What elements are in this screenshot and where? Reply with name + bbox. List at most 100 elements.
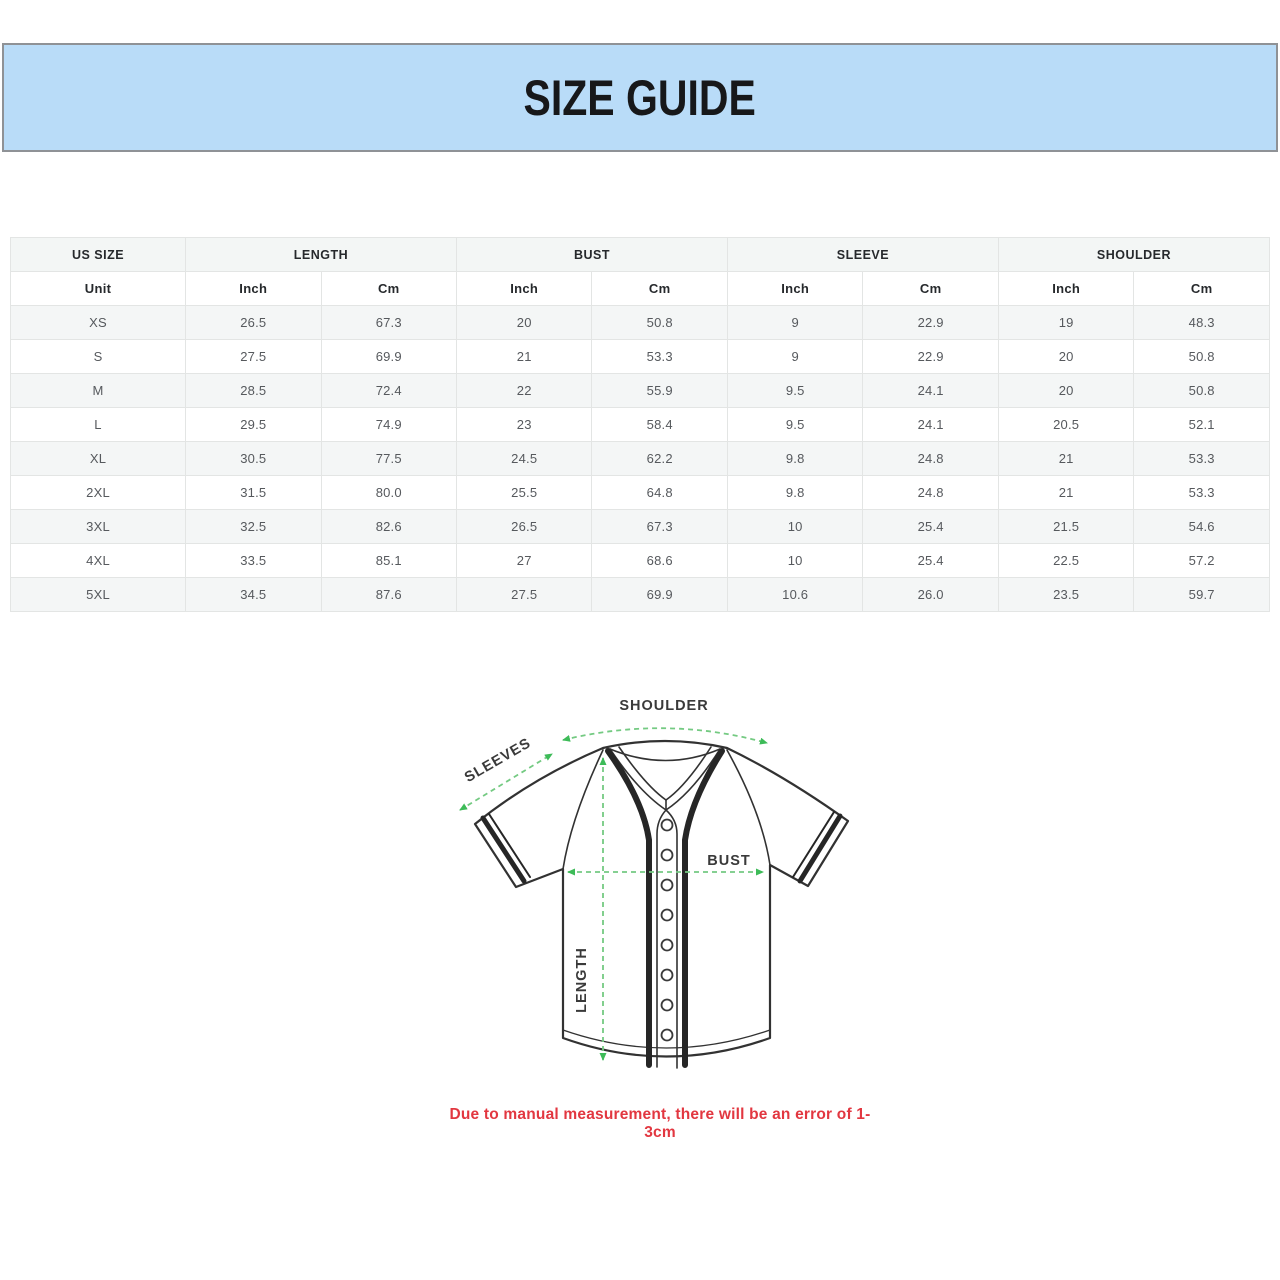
value-cell: 10: [726, 543, 864, 578]
value-cell: 10: [726, 509, 864, 544]
value-cell: 64.8: [591, 475, 728, 510]
size-cell: XL: [9, 441, 187, 476]
unit-header-inch: Inch: [455, 271, 593, 306]
value-cell: 9.5: [726, 373, 864, 408]
value-cell: 9.8: [726, 441, 864, 476]
value-cell: 9: [726, 305, 864, 340]
value-cell: 25.4: [862, 509, 999, 544]
value-cell: 85.1: [320, 543, 457, 578]
value-cell: 27.5: [185, 339, 322, 374]
value-cell: 48.3: [1133, 305, 1270, 340]
value-cell: 20: [997, 339, 1135, 374]
size-cell: 2XL: [9, 475, 187, 510]
value-cell: 67.3: [320, 305, 457, 340]
value-cell: 23: [455, 407, 593, 442]
size-table-body: XS 26.5 67.3 20 50.8 9 22.9 19 48.3 S 27.5 69.9 21 53…: [9, 305, 1270, 612]
table-row: 3XL 32.5 82.6 26.5 67.3 10 25.4 21.5 54.6: [9, 509, 1270, 544]
value-cell: 29.5: [185, 407, 322, 442]
value-cell: 31.5: [185, 475, 322, 510]
value-cell: 80.0: [320, 475, 457, 510]
value-cell: 59.7: [1133, 577, 1270, 612]
shoulder-label: SHOULDER: [619, 698, 708, 714]
size-cell: S: [9, 339, 187, 374]
value-cell: 34.5: [185, 577, 322, 612]
table-row: S 27.5 69.9 21 53.3 9 22.9 20 50.8: [9, 339, 1270, 374]
value-cell: 27: [455, 543, 593, 578]
shoulder-measure-arrow: [562, 727, 768, 745]
table-row: L 29.5 74.9 23 58.4 9.5 24.1 20.5 52.1: [9, 407, 1270, 442]
length-label: LENGTH: [574, 947, 590, 1013]
value-cell: 57.2: [1133, 543, 1270, 578]
value-cell: 33.5: [185, 543, 322, 578]
size-cell: 3XL: [9, 509, 187, 544]
value-cell: 22.5: [997, 543, 1135, 578]
unit-header-cm: Cm: [320, 271, 457, 306]
value-cell: 22: [455, 373, 593, 408]
value-cell: 20.5: [997, 407, 1135, 442]
value-cell: 58.4: [591, 407, 728, 442]
value-cell: 19: [997, 305, 1135, 340]
hem-inner-line: [562, 1029, 771, 1049]
value-cell: 87.6: [320, 577, 457, 612]
unit-header-inch: Inch: [185, 271, 322, 306]
value-cell: 20: [455, 305, 593, 340]
value-cell: 21: [997, 475, 1135, 510]
placket-piping: [605, 748, 725, 1068]
value-cell: 62.2: [591, 441, 728, 476]
value-cell: 24.5: [455, 441, 593, 476]
jersey-buttons: [660, 818, 674, 1042]
table-group-header-row: US SIZE LENGTH BUST SLEEVE SHOULDER: [9, 237, 1271, 272]
value-cell: 77.5: [320, 441, 457, 476]
unit-header-cm: Cm: [1133, 271, 1270, 306]
table-row: XL 30.5 77.5 24.5 62.2 9.8 24.8 21 53.3: [9, 441, 1270, 476]
table-row: 5XL 34.5 87.6 27.5 69.9 10.6 26.0 23.5 59.7: [9, 577, 1270, 612]
size-guide-banner: SIZE GUIDE: [2, 43, 1278, 152]
unit-header-cm: Cm: [591, 271, 728, 306]
column-header-length: LENGTH: [185, 237, 457, 272]
bust-label: BUST: [707, 853, 750, 869]
sleeves-label: SLEEVES: [462, 735, 534, 786]
unit-header-cm: Cm: [862, 271, 999, 306]
value-cell: 50.8: [1133, 373, 1270, 408]
column-header-bust: BUST: [455, 237, 728, 272]
value-cell: 26.5: [455, 509, 593, 544]
value-cell: 22.9: [862, 305, 999, 340]
value-cell: 21.5: [997, 509, 1135, 544]
size-cell: XS: [9, 305, 187, 340]
value-cell: 27.5: [455, 577, 593, 612]
size-cell: L: [9, 407, 187, 442]
table-row: 2XL 31.5 80.0 25.5 64.8 9.8 24.8 21 53.3: [9, 475, 1270, 510]
value-cell: 28.5: [185, 373, 322, 408]
cuff-trims: [480, 811, 843, 884]
button-placket: [656, 809, 678, 1069]
measurement-diagram: SHOULDER SLEEVES BUST LENGTH Due to manu…: [440, 688, 880, 1142]
value-cell: 25.5: [455, 475, 593, 510]
page-title: SIZE GUIDE: [523, 69, 757, 126]
value-cell: 68.6: [591, 543, 728, 578]
value-cell: 72.4: [320, 373, 457, 408]
value-cell: 74.9: [320, 407, 457, 442]
column-header-sleeve: SLEEVE: [726, 237, 999, 272]
value-cell: 67.3: [591, 509, 728, 544]
value-cell: 24.8: [862, 441, 999, 476]
value-cell: 10.6: [726, 577, 864, 612]
size-cell: M: [9, 373, 187, 408]
unit-header: Unit: [9, 271, 187, 306]
value-cell: 24.1: [862, 373, 999, 408]
value-cell: 53.3: [1133, 441, 1270, 476]
value-cell: 26.5: [185, 305, 322, 340]
table-row: XS 26.5 67.3 20 50.8 9 22.9 19 48.3: [9, 305, 1270, 340]
value-cell: 53.3: [591, 339, 728, 374]
unit-header-inch: Inch: [997, 271, 1135, 306]
value-cell: 54.6: [1133, 509, 1270, 544]
value-cell: 26.0: [862, 577, 999, 612]
size-table: US SIZE LENGTH BUST SLEEVE SHOULDER Unit…: [9, 237, 1271, 612]
unit-header-inch: Inch: [726, 271, 864, 306]
column-header-shoulder: SHOULDER: [997, 237, 1271, 272]
table-unit-header-row: Unit Inch Cm Inch Cm Inch Cm Inch Cm: [9, 271, 1270, 306]
value-cell: 23.5: [997, 577, 1135, 612]
value-cell: 20: [997, 373, 1135, 408]
size-table-section: US SIZE LENGTH BUST SLEEVE SHOULDER Unit…: [9, 237, 1271, 612]
table-row: 4XL 33.5 85.1 27 68.6 10 25.4 22.5 57.2: [9, 543, 1270, 578]
